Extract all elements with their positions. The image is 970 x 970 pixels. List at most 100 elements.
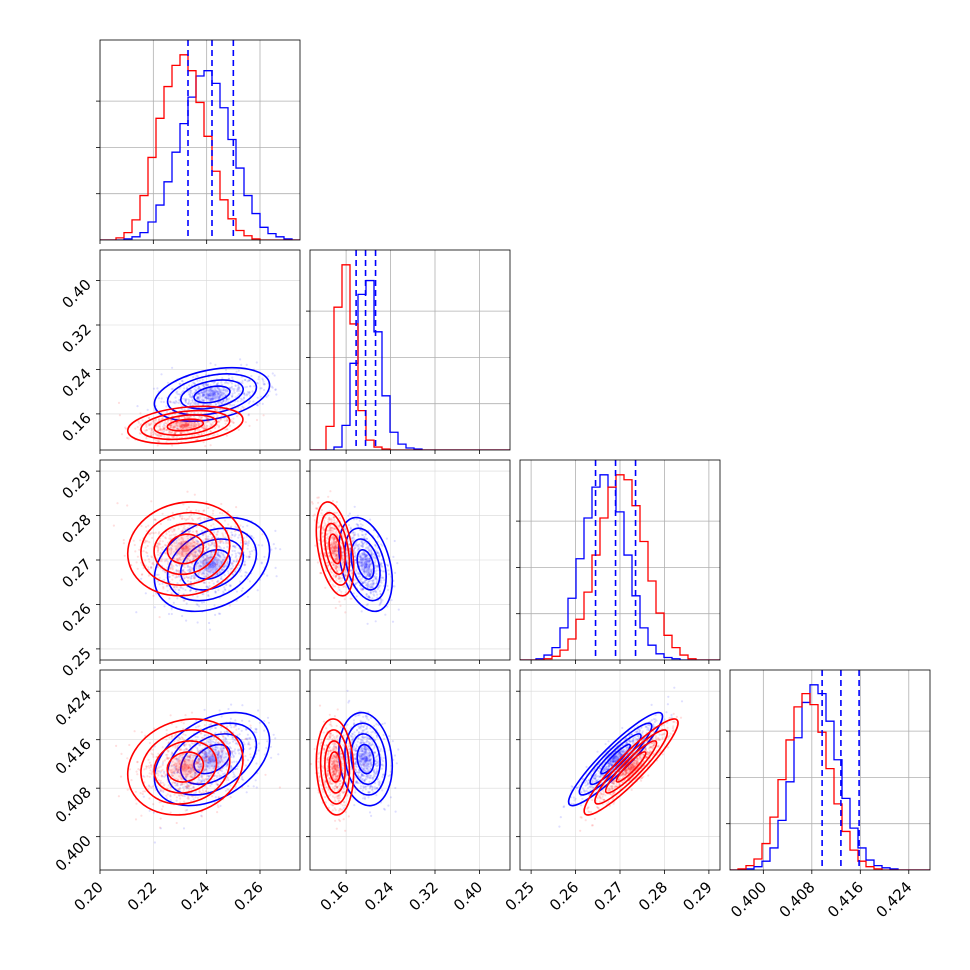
scatter-point xyxy=(207,517,210,520)
scatter-point xyxy=(336,547,339,550)
scatter-point xyxy=(247,737,250,740)
scatter-point xyxy=(346,555,349,558)
scatter-point xyxy=(247,413,250,416)
scatter-point xyxy=(332,539,335,543)
scatter-point xyxy=(169,567,172,570)
scatter-point xyxy=(215,533,218,536)
scatter-point xyxy=(222,536,225,539)
scatter-point xyxy=(166,421,169,424)
scatter-point xyxy=(185,545,188,548)
scatter-point xyxy=(178,552,181,555)
scatter-point xyxy=(206,740,209,743)
scatter-point xyxy=(216,783,219,787)
scatter-point xyxy=(214,389,217,392)
scatter-point xyxy=(184,763,187,767)
scatter-point xyxy=(187,393,191,396)
scatter-point xyxy=(200,416,204,419)
scatter-point xyxy=(218,540,222,543)
contour-1-1 xyxy=(324,522,346,576)
scatter-point xyxy=(147,424,150,427)
scatter-point xyxy=(215,397,218,400)
scatter-point xyxy=(205,765,208,768)
scatter-point xyxy=(180,431,183,435)
scatter-point xyxy=(204,396,207,400)
scatter-point xyxy=(184,558,187,561)
scatter-point xyxy=(325,562,328,565)
scatter-point xyxy=(169,786,172,789)
scatter-point xyxy=(236,734,239,737)
scatter-point xyxy=(188,527,191,530)
scatter-point xyxy=(356,545,359,548)
scatter-point xyxy=(368,567,371,570)
scatter-point xyxy=(209,430,212,433)
scatter-point xyxy=(257,378,260,381)
scatter-point xyxy=(151,536,154,540)
scatter-point xyxy=(205,585,208,588)
scatter-point xyxy=(191,530,195,533)
scatter-point xyxy=(364,562,367,565)
scatter-point xyxy=(348,579,351,582)
scatter-point xyxy=(175,401,178,404)
scatter-point xyxy=(177,416,180,419)
scatter-point xyxy=(336,557,339,561)
scatter-point xyxy=(187,422,190,426)
scatter-point xyxy=(181,390,184,393)
scatter-point xyxy=(231,750,234,753)
scatter-point xyxy=(135,561,138,564)
scatter-point xyxy=(169,795,172,798)
scatter-point xyxy=(198,385,201,389)
scatter-point xyxy=(219,393,222,396)
scatter-point xyxy=(159,788,162,791)
scatter-point xyxy=(231,737,234,740)
scatter-point xyxy=(203,399,206,402)
scatter-point xyxy=(344,568,347,571)
scatter-point xyxy=(189,589,193,592)
scatter-point xyxy=(162,430,165,433)
scatter-point xyxy=(220,560,223,563)
scatter-point xyxy=(159,559,162,562)
scatter-point xyxy=(371,586,374,589)
scatter-point xyxy=(161,805,164,808)
scatter-point xyxy=(352,518,356,521)
scatter-point xyxy=(157,547,160,551)
scatter-point xyxy=(205,548,208,551)
scatter-point xyxy=(262,414,265,417)
scatter-point xyxy=(223,574,226,577)
scatter-point xyxy=(345,551,348,555)
scatter-point xyxy=(242,778,245,782)
scatter-point xyxy=(237,564,241,567)
scatter-point xyxy=(252,400,255,403)
scatter-point xyxy=(145,530,148,533)
scatter-point xyxy=(361,543,364,546)
scatter-point xyxy=(196,747,199,750)
scatter-point xyxy=(186,557,189,560)
scatter-point xyxy=(200,433,203,436)
scatter-point xyxy=(209,444,212,447)
scatter-point xyxy=(203,562,206,565)
scatter-point xyxy=(236,743,239,746)
scatter-point xyxy=(212,577,215,580)
scatter-point xyxy=(166,518,170,521)
scatter-point xyxy=(364,559,368,562)
scatter-point xyxy=(204,751,207,754)
scatter-point xyxy=(247,379,250,382)
scatter-point xyxy=(172,426,175,429)
scatter-point xyxy=(191,765,194,769)
scatter-point xyxy=(190,421,193,424)
scatter-point xyxy=(234,719,237,722)
scatter-point xyxy=(212,740,215,744)
scatter-point xyxy=(212,393,215,396)
scatter-point xyxy=(231,753,234,757)
scatter-point xyxy=(209,556,212,559)
scatter-point xyxy=(172,588,175,591)
scatter-point xyxy=(168,431,171,434)
scatter-point xyxy=(220,774,223,778)
scatter-point xyxy=(223,565,226,568)
scatter-point xyxy=(275,393,278,396)
scatter-point xyxy=(175,436,178,439)
scatter-point xyxy=(159,551,162,554)
scatter-point xyxy=(333,552,336,555)
scatter-point xyxy=(224,789,227,792)
scatter-point xyxy=(339,576,342,579)
scatter-point xyxy=(179,432,182,435)
